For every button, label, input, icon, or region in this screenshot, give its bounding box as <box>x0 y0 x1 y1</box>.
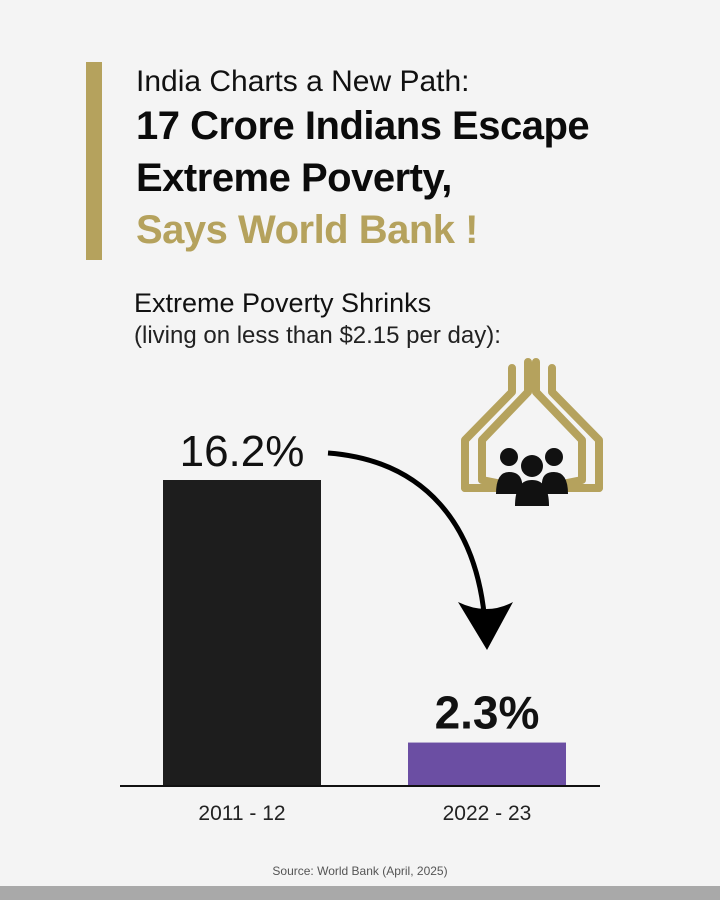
hands-protecting-people-icon <box>461 358 603 506</box>
bar-1 <box>408 742 566 786</box>
bar-0 <box>163 480 321 786</box>
headline: India Charts a New Path: 17 Crore Indian… <box>136 64 706 256</box>
headline-main-2: Extreme Poverty, <box>136 156 452 200</box>
source-note: Source: World Bank (April, 2025) <box>272 864 448 878</box>
x-tick-label-1: 2022 - 23 <box>443 802 532 825</box>
headline-accent: Says World Bank ! <box>136 208 478 252</box>
bar-value-label-0: 16.2% <box>180 427 305 476</box>
bottom-strip <box>0 886 720 900</box>
bars-group: 16.2% 2011 - 12 2.3% 2022 - 23 <box>163 427 566 825</box>
headline-main-1: 17 Crore Indians Escape <box>136 104 590 148</box>
chart-title: Extreme Poverty Shrinks <box>134 288 432 318</box>
accent-bar <box>86 62 102 260</box>
chart-subtitle: Extreme Poverty Shrinks (living on less … <box>134 286 501 352</box>
curved-down-arrow-icon <box>327 450 513 650</box>
headline-kicker: India Charts a New Path: <box>136 65 470 98</box>
bar-chart: 16.2% 2011 - 12 2.3% 2022 - 23 <box>120 358 603 825</box>
bar-value-label-1: 2.3% <box>435 687 540 739</box>
x-tick-label-0: 2011 - 12 <box>198 802 285 825</box>
chart-note: (living on less than $2.15 per day): <box>134 322 501 349</box>
